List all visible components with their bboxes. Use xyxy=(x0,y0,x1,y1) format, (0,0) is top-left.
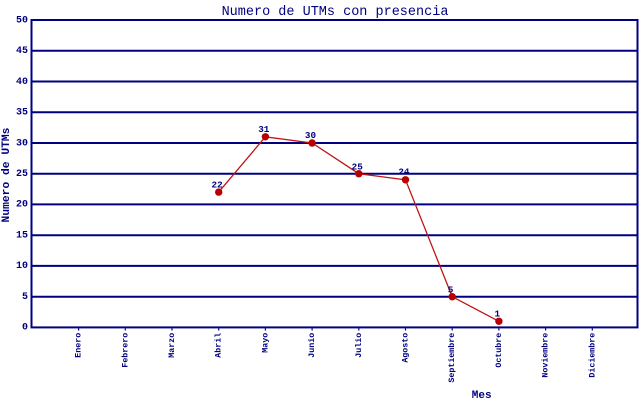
svg-text:10: 10 xyxy=(16,261,28,272)
svg-text:35: 35 xyxy=(16,108,28,119)
svg-text:30: 30 xyxy=(16,138,28,149)
svg-text:Agosto: Agosto xyxy=(402,333,411,363)
svg-text:Julio: Julio xyxy=(354,333,364,358)
svg-text:Diciembre: Diciembre xyxy=(587,333,597,378)
svg-text:Abril: Abril xyxy=(214,333,224,358)
svg-text:5: 5 xyxy=(22,292,28,303)
svg-text:5: 5 xyxy=(448,284,454,295)
svg-text:Febrero: Febrero xyxy=(120,333,130,368)
svg-text:Enero: Enero xyxy=(75,333,84,358)
svg-text:Marzo: Marzo xyxy=(168,333,177,358)
svg-text:Octubre: Octubre xyxy=(494,333,504,368)
svg-text:0: 0 xyxy=(22,323,28,334)
svg-text:45: 45 xyxy=(16,46,28,57)
svg-text:40: 40 xyxy=(16,77,28,88)
svg-text:Numero de UTMs con presencia: Numero de UTMs con presencia xyxy=(222,5,449,20)
svg-text:22: 22 xyxy=(212,179,224,190)
svg-text:25: 25 xyxy=(16,169,28,180)
svg-text:Mes: Mes xyxy=(472,390,492,400)
svg-text:Mayo: Mayo xyxy=(261,333,270,353)
svg-text:25: 25 xyxy=(352,161,364,172)
svg-text:50: 50 xyxy=(16,15,28,26)
svg-text:Noviembre: Noviembre xyxy=(541,333,551,378)
svg-text:15: 15 xyxy=(16,231,28,242)
svg-text:Septiembre: Septiembre xyxy=(447,333,457,383)
svg-text:31: 31 xyxy=(258,124,270,135)
svg-text:30: 30 xyxy=(305,130,317,141)
svg-text:20: 20 xyxy=(16,200,28,211)
svg-text:Numero de UTMs: Numero de UTMs xyxy=(1,127,13,222)
svg-text:1: 1 xyxy=(495,309,501,320)
svg-text:Junio: Junio xyxy=(307,333,317,358)
svg-text:24: 24 xyxy=(398,166,410,177)
